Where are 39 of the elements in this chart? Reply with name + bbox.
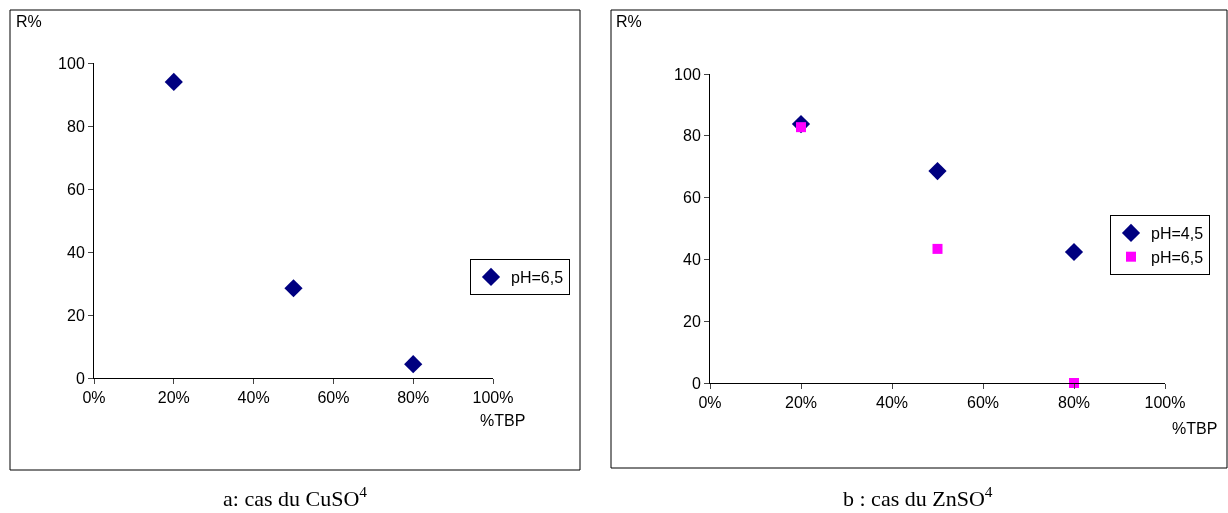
y-tick-label: 40 xyxy=(67,243,85,261)
text: b : cas du ZnSO$^{4}$ xyxy=(843,483,993,512)
x-tick-label: 60% xyxy=(317,389,350,407)
x-tick-label: 80% xyxy=(397,389,430,407)
x-tick-label: 80% xyxy=(1057,394,1091,412)
point xyxy=(1064,242,1084,262)
y-tick-label: 0 xyxy=(691,374,701,392)
x-tick-label: 20% xyxy=(784,394,818,412)
x-axis-title: %TBP xyxy=(1172,420,1218,437)
point xyxy=(928,161,947,181)
y-tick-label: 100 xyxy=(58,54,85,72)
legend-label: pH=4,5 xyxy=(1151,225,1204,243)
point xyxy=(404,355,423,374)
legend-label: pH=6,5 xyxy=(511,269,564,287)
x-tick-label: 100% xyxy=(1144,394,1186,412)
x-tick-label: 60% xyxy=(966,394,1000,412)
y-tick-label: 60 xyxy=(67,180,85,198)
legend-label: pH=6,5 xyxy=(1151,248,1204,266)
y-tick-label: 80 xyxy=(67,117,85,135)
x-axis-title: %TBP xyxy=(480,412,526,429)
text: a: cas du CuSO$^{4}$ xyxy=(223,483,368,512)
x-tick-label: 0% xyxy=(82,389,106,407)
point xyxy=(932,243,943,254)
y-tick-label: 20 xyxy=(67,306,85,324)
point xyxy=(284,279,303,298)
x-tick-label: 100% xyxy=(472,389,514,407)
y-tick-label: 60 xyxy=(683,189,701,207)
y-axis-title: R% xyxy=(16,13,42,30)
y-tick-label: 40 xyxy=(683,251,701,268)
x-tick-label: 0% xyxy=(698,394,722,412)
y-tick-label: 0 xyxy=(75,369,85,387)
y-tick-label: 80 xyxy=(683,127,701,145)
point xyxy=(164,72,183,91)
x-tick-label: 40% xyxy=(237,389,270,407)
y-axis-title: R% xyxy=(616,13,642,30)
x-tick-label: 20% xyxy=(157,389,190,407)
y-tick-label: 20 xyxy=(683,312,701,330)
x-tick-label: 40% xyxy=(875,394,909,412)
y-tick-label: 100 xyxy=(674,65,701,83)
